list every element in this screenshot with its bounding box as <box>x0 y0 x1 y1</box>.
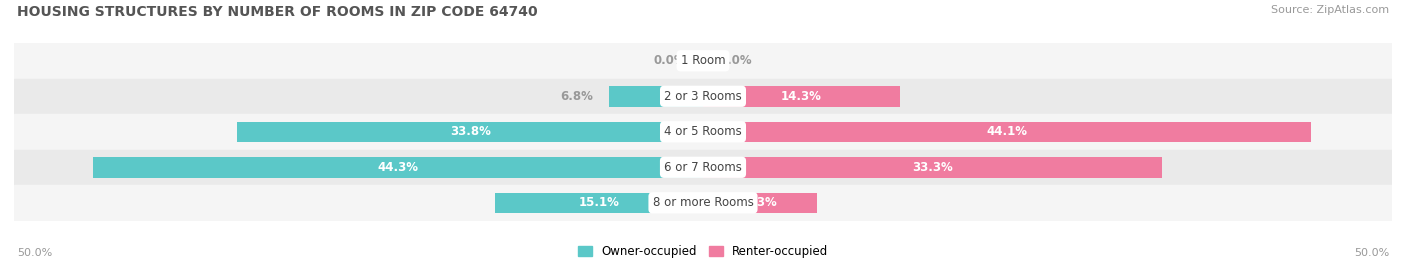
Text: 44.3%: 44.3% <box>377 161 419 174</box>
Bar <box>14 79 1392 114</box>
Text: 15.1%: 15.1% <box>578 196 620 209</box>
Text: 2 or 3 Rooms: 2 or 3 Rooms <box>664 90 742 103</box>
Bar <box>14 114 1392 150</box>
Bar <box>14 43 1392 79</box>
Text: 33.8%: 33.8% <box>450 125 491 138</box>
Text: 1 Room: 1 Room <box>681 54 725 67</box>
Legend: Owner-occupied, Renter-occupied: Owner-occupied, Renter-occupied <box>572 241 834 263</box>
Bar <box>14 185 1392 221</box>
Text: 50.0%: 50.0% <box>17 248 52 258</box>
Bar <box>703 122 1310 142</box>
Text: 44.1%: 44.1% <box>987 125 1028 138</box>
Text: 14.3%: 14.3% <box>782 90 823 103</box>
Bar <box>609 86 703 107</box>
Text: 6.8%: 6.8% <box>560 90 593 103</box>
Text: 33.3%: 33.3% <box>912 161 953 174</box>
Text: 8 or more Rooms: 8 or more Rooms <box>652 196 754 209</box>
Bar <box>238 122 703 142</box>
Bar <box>93 157 703 178</box>
Text: 4 or 5 Rooms: 4 or 5 Rooms <box>664 125 742 138</box>
Text: 6 or 7 Rooms: 6 or 7 Rooms <box>664 161 742 174</box>
Bar <box>495 193 703 213</box>
Text: Source: ZipAtlas.com: Source: ZipAtlas.com <box>1271 5 1389 15</box>
Text: 0.0%: 0.0% <box>654 54 686 67</box>
Text: 50.0%: 50.0% <box>1354 248 1389 258</box>
Text: 8.3%: 8.3% <box>744 196 776 209</box>
Bar <box>14 150 1392 185</box>
Bar <box>703 86 900 107</box>
Bar <box>703 193 817 213</box>
Text: 0.0%: 0.0% <box>720 54 752 67</box>
Bar <box>703 157 1161 178</box>
Text: HOUSING STRUCTURES BY NUMBER OF ROOMS IN ZIP CODE 64740: HOUSING STRUCTURES BY NUMBER OF ROOMS IN… <box>17 5 537 19</box>
